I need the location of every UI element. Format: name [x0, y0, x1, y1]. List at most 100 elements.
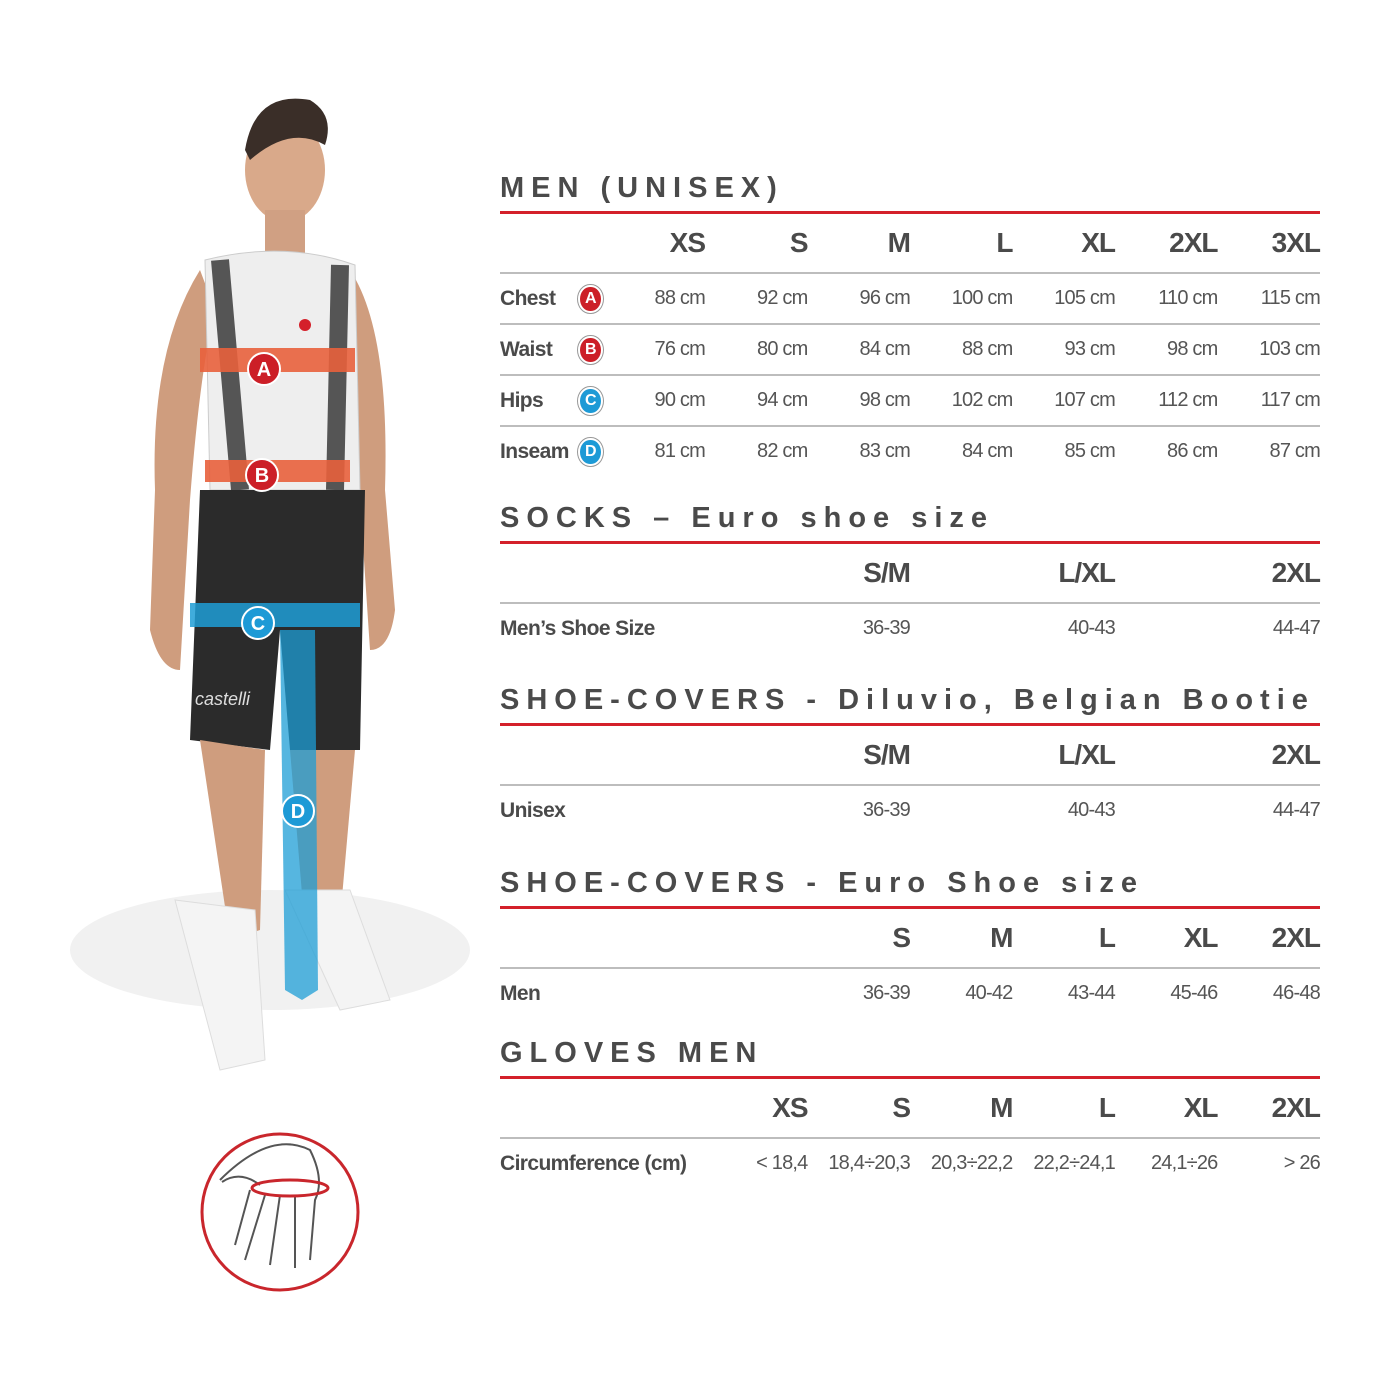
column-header: S [892, 1092, 911, 1123]
column-header: S [789, 227, 809, 258]
value-cell: 96 cm [859, 287, 911, 309]
brand-text: castelli [195, 689, 251, 709]
value-cell: 100 cm [951, 287, 1014, 309]
value-cell: 87 cm [1269, 440, 1321, 462]
column-header: S/M [863, 557, 911, 588]
value-cell: 88 cm [962, 338, 1013, 360]
row-label-cell: Men [500, 982, 808, 1006]
table-row: Waist B 76 cm 80 cm 84 cm 88 cm 93 cm 98 cm 103 … [500, 325, 1321, 376]
model-figure: castelli A B C D [40, 70, 480, 1330]
column-header: 2XL [1271, 922, 1321, 953]
title-underline [500, 211, 1320, 214]
section-title: MEN (UNISEX) [500, 172, 784, 204]
value-cell: 83 cm [859, 440, 911, 462]
section-title: SHOE-COVERS - Diluvio, Belgian Bootie [500, 684, 1315, 716]
cyclist-illustration: castelli A B C D [70, 98, 470, 1292]
row-label: Waist [500, 337, 553, 361]
hips-band [190, 603, 360, 627]
value-cell: 84 cm [962, 440, 1013, 462]
column-header: L/XL [1058, 739, 1116, 770]
column-header: M [990, 922, 1013, 953]
value-cell: 24,1÷26 [1150, 1152, 1218, 1174]
row-label-cell: Men’s Shoe Size [500, 617, 705, 641]
row-label: Men [500, 981, 541, 1005]
row-label: Hips [500, 388, 544, 412]
header-row: S/M L/XL 2XL [500, 726, 1321, 786]
table-row: Chest A 88 cm 92 cm 96 cm 100 cm 105 cm 110 cm 1… [500, 274, 1321, 325]
brand-logo-icon [299, 319, 311, 331]
value-cell: 43-44 [1067, 982, 1116, 1004]
value-cell: 81 cm [654, 440, 706, 462]
value-cell: 103 cm [1259, 338, 1321, 360]
column-header: 2XL [1271, 557, 1321, 588]
header-row: XS S M L XL 2XL [500, 1079, 1321, 1139]
marker-badge: C [578, 386, 603, 415]
value-cell: 36-39 [862, 799, 911, 821]
value-cell: 112 cm [1158, 389, 1218, 411]
row-label: Chest [500, 286, 556, 310]
marker-badge: B [578, 335, 603, 364]
value-cell: 105 cm [1054, 287, 1116, 309]
value-cell: 40-42 [965, 982, 1013, 1004]
row-label: Men’s Shoe Size [500, 616, 655, 640]
size-table-2: SHOE-COVERS - Diluvio, Belgian Bootie S/… [500, 682, 1321, 835]
column-header: XS [669, 227, 706, 258]
value-cell: 107 cm [1054, 389, 1116, 411]
header-row: XS S M L XL 2XL 3XL [500, 214, 1321, 274]
column-header: L [1098, 922, 1116, 953]
value-cell: 115 cm [1260, 287, 1321, 309]
value-cell: 98 cm [859, 389, 911, 411]
value-cell: 80 cm [757, 338, 808, 360]
value-cell: 92 cm [757, 287, 808, 309]
size-table-1: SOCKS – Euro shoe size S/M L/XL 2XL Men’s S… [500, 500, 1321, 653]
value-cell: 88 cm [654, 287, 706, 309]
value-cell: 40-43 [1067, 799, 1116, 821]
value-cell: 44-47 [1272, 799, 1321, 821]
column-header: XS [772, 1092, 808, 1123]
column-header: 2XL [1271, 739, 1321, 770]
column-header: S/M [863, 739, 911, 770]
row-label-cell: Inseam D [500, 437, 603, 466]
value-cell: 86 cm [1167, 440, 1218, 462]
row-label: Unisex [500, 798, 566, 822]
value-cell: 84 cm [859, 338, 911, 360]
marker-c: C [251, 613, 265, 635]
row-label-cell: Unisex [500, 799, 705, 823]
value-cell: 46-48 [1272, 982, 1321, 1004]
header-row: S M L XL 2XL [500, 909, 1321, 969]
size-table-0: MEN (UNISEX) XS S M L XL 2XL 3XL Chest A 88 cm 92 … [500, 170, 1321, 476]
value-cell: < 18,4 [756, 1152, 808, 1174]
row-label-cell: Chest A [500, 284, 603, 313]
column-header: 3XL [1271, 227, 1321, 258]
title-underline [500, 906, 1320, 909]
value-cell: 117 cm [1260, 389, 1321, 411]
table-row: Men 36-39 40-42 43-44 45-46 46-48 [500, 969, 1321, 1018]
value-cell: 110 cm [1158, 287, 1218, 309]
value-cell: 90 cm [654, 389, 706, 411]
value-cell: 102 cm [951, 389, 1014, 411]
value-cell: > 26 [1283, 1152, 1321, 1174]
row-label: Inseam [500, 439, 569, 463]
section-title: GLOVES MEN [500, 1037, 764, 1069]
column-header: M [990, 1092, 1013, 1123]
value-cell: 94 cm [757, 389, 808, 411]
value-cell: 18,4÷20,3 [828, 1152, 910, 1174]
table-row: Inseam D 81 cm 82 cm 83 cm 84 cm 85 cm 86 cm 87 … [500, 427, 1321, 476]
table-row: Circumference (cm) < 18,4 18,4÷20,3 20,3÷22… [500, 1139, 1321, 1188]
title-underline [500, 1076, 1320, 1079]
marker-b: B [255, 465, 269, 487]
column-header: L/XL [1058, 557, 1116, 588]
column-header: XL [1183, 922, 1219, 953]
table-row: Men’s Shoe Size 36-39 40-43 44-47 [500, 604, 1321, 653]
row-label-cell: Circumference (cm) [500, 1152, 705, 1176]
value-cell: 93 cm [1064, 338, 1116, 360]
row-label-cell: Waist B [500, 335, 603, 364]
value-cell: 85 cm [1064, 440, 1116, 462]
value-cell: 44-47 [1272, 617, 1321, 639]
section-title: SOCKS – Euro shoe size [500, 502, 995, 534]
table-row: Hips C 90 cm 94 cm 98 cm 102 cm 107 cm 112 cm 11… [500, 376, 1321, 427]
value-cell: 36-39 [862, 982, 911, 1004]
hand-circumference-icon [200, 1132, 360, 1292]
column-header: XL [1183, 1092, 1219, 1123]
value-cell: 22,2÷24,1 [1033, 1152, 1115, 1174]
